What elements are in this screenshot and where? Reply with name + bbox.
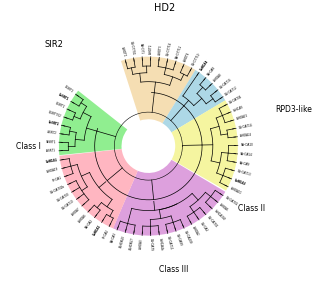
Text: AtHDA6: AtHDA6 bbox=[77, 213, 88, 223]
Text: AtHDT4: AtHDT4 bbox=[183, 51, 191, 62]
Text: AtHDA7: AtHDA7 bbox=[71, 206, 81, 216]
Text: Class III: Class III bbox=[159, 265, 188, 274]
Text: AtHDA14: AtHDA14 bbox=[240, 133, 252, 138]
Text: OsHDA711: OsHDA711 bbox=[166, 236, 173, 251]
Text: OsHDA99: OsHDA99 bbox=[175, 233, 183, 247]
Text: AtHDA3: AtHDA3 bbox=[139, 238, 144, 249]
Text: OsHDA2: OsHDA2 bbox=[199, 221, 208, 232]
Text: SlHDA2: SlHDA2 bbox=[102, 228, 110, 239]
Text: SbHDT712: SbHDT712 bbox=[175, 44, 183, 59]
Text: OsHDT714: OsHDT714 bbox=[166, 41, 173, 57]
Text: SbHDT1: SbHDT1 bbox=[139, 43, 144, 54]
Text: AtHDT2: AtHDT2 bbox=[149, 44, 153, 54]
Text: AhHDA17: AhHDA17 bbox=[129, 237, 135, 250]
Text: OsHDA713: OsHDA713 bbox=[236, 170, 251, 177]
Text: SoHDA2: SoHDA2 bbox=[92, 224, 102, 236]
Text: SbHDA2: SbHDA2 bbox=[85, 219, 95, 230]
Text: AtHDA10: AtHDA10 bbox=[230, 186, 242, 195]
Text: OsHDT710: OsHDT710 bbox=[191, 52, 202, 66]
Text: HD2: HD2 bbox=[154, 3, 175, 13]
Text: Class II: Class II bbox=[238, 204, 265, 213]
Text: SoHDA200: SoHDA200 bbox=[213, 209, 226, 222]
Text: SbHDA3: SbHDA3 bbox=[110, 232, 118, 244]
Text: AtHDA15: AtHDA15 bbox=[236, 114, 249, 121]
Text: OsHDA79: OsHDA79 bbox=[149, 238, 153, 251]
Wedge shape bbox=[59, 91, 127, 155]
Wedge shape bbox=[59, 149, 138, 228]
Text: OsHDA704: OsHDA704 bbox=[229, 94, 243, 105]
Text: SbHDA8: SbHDA8 bbox=[206, 66, 216, 77]
Text: OsHDA703: OsHDA703 bbox=[56, 192, 71, 203]
Text: SbSRT1: SbSRT1 bbox=[46, 140, 56, 144]
Text: AtHDT3: AtHDT3 bbox=[158, 44, 163, 55]
Text: OsHDA702: OsHDA702 bbox=[224, 195, 238, 207]
Text: SIR2: SIR2 bbox=[44, 40, 63, 49]
Text: OsHDA209: OsHDA209 bbox=[183, 230, 193, 245]
Text: OsHDA714: OsHDA714 bbox=[238, 123, 253, 130]
Wedge shape bbox=[113, 160, 225, 235]
Text: SbHDA9: SbHDA9 bbox=[239, 161, 250, 167]
Text: AhHDA10: AhHDA10 bbox=[119, 235, 126, 248]
Text: OsHDA701: OsHDA701 bbox=[206, 215, 218, 229]
Text: SoSRT1: SoSRT1 bbox=[58, 93, 70, 102]
Text: AtHDA8: AtHDA8 bbox=[213, 72, 223, 83]
Text: SoHDA4: SoHDA4 bbox=[199, 59, 209, 71]
Wedge shape bbox=[163, 70, 225, 133]
Text: AtHDA5: AtHDA5 bbox=[219, 203, 229, 212]
Text: AtHDT1: AtHDT1 bbox=[120, 46, 126, 58]
Text: SoHDA9: SoHDA9 bbox=[233, 105, 245, 113]
Text: OsHDT701: OsHDT701 bbox=[129, 41, 135, 56]
Text: OsSRT2: OsSRT2 bbox=[54, 102, 65, 110]
Text: Class I: Class I bbox=[16, 142, 41, 151]
Text: AtHDA2: AtHDA2 bbox=[191, 226, 200, 237]
Text: OsHDA702b: OsHDA702b bbox=[50, 184, 66, 195]
Text: SoHDA4b: SoHDA4b bbox=[158, 238, 163, 251]
Text: AtSRT2: AtSRT2 bbox=[47, 130, 57, 135]
Text: RPD3-like: RPD3-like bbox=[276, 105, 312, 114]
Text: OsHDA716: OsHDA716 bbox=[219, 77, 233, 90]
Wedge shape bbox=[121, 57, 196, 123]
Text: SbHDA14: SbHDA14 bbox=[240, 152, 253, 157]
Text: SbHDA10: SbHDA10 bbox=[241, 143, 253, 147]
Text: SlHDA1: SlHDA1 bbox=[51, 176, 62, 183]
Text: OsHDA710: OsHDA710 bbox=[61, 199, 76, 211]
Text: SoHDA3: SoHDA3 bbox=[233, 178, 246, 186]
Wedge shape bbox=[171, 100, 238, 191]
Text: AtHDA19: AtHDA19 bbox=[47, 167, 60, 174]
Text: OsSRT1: OsSRT1 bbox=[64, 85, 75, 94]
Text: AtSRT1: AtSRT1 bbox=[46, 149, 56, 153]
Text: OsHDA712: OsHDA712 bbox=[224, 86, 239, 97]
Text: OsSRT702: OsSRT702 bbox=[47, 110, 62, 118]
Text: SoHDA1: SoHDA1 bbox=[45, 159, 58, 164]
Text: SeSRT2: SeSRT2 bbox=[47, 120, 59, 126]
